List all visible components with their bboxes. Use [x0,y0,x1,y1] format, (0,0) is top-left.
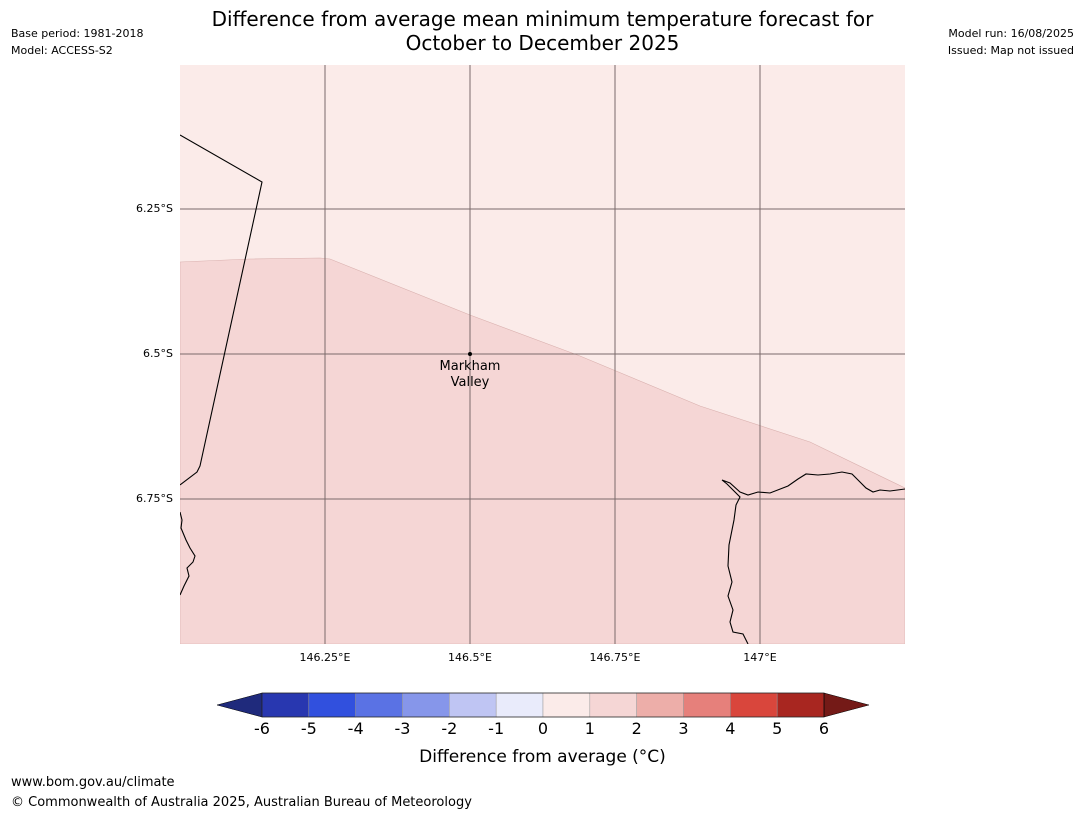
colorbar-tick-label: -4 [347,719,364,738]
colorbar-swatch [730,692,778,718]
colorbar-tick-label: 1 [584,719,595,738]
colorbar-outline [261,692,825,718]
colorbar-tick-label: 2 [631,719,642,738]
colorbar-extend-high [823,692,870,718]
lon-label-146-25: 146.25°E [299,651,351,664]
colorbar-swatch [776,692,825,718]
meta-right: Model run: 16/08/2025 Issued: Map not is… [948,25,1074,59]
title-line-1: Difference from average mean minimum tem… [211,7,874,31]
lon-label-146-75: 146.75°E [589,651,641,664]
colorbar-swatch [402,692,450,718]
colorbar-swatch [449,692,497,718]
meta-left: Base period: 1981-2018 Model: ACCESS-S2 [11,25,143,59]
coastline-east [721,471,905,644]
lat-label-6-75: 6.75°S [136,492,173,505]
model-run: Model run: 16/08/2025 [948,27,1074,40]
boundaries [180,134,905,644]
title-line-2: October to December 2025 [405,31,680,55]
colorbar-swatch [261,692,310,718]
province-border [180,134,263,486]
colorbar-tick-label: 6 [818,719,830,738]
colorbar-tick-label: -3 [394,719,411,738]
lat-label-6-5: 6.5°S [143,347,173,360]
colorbar-swatch [542,692,591,718]
coastline-west [180,511,196,596]
colorbar-tick-label: 4 [725,719,736,738]
footer-copyright: © Commonwealth of Australia 2025, Austra… [11,795,472,810]
colorbar-tick-label: 5 [772,719,783,738]
colorbar-tick-label: 3 [678,719,689,738]
colorbar-label: Difference from average (°C) [419,747,666,767]
lat-label-6-25: 6.25°S [136,202,173,215]
place-name-line-1: Markham [439,359,501,374]
colorbar-tick-label: -5 [300,719,317,738]
colorbar-swatch [589,692,637,718]
colorbar-swatch [636,692,684,718]
footer-url[interactable]: www.bom.gov.au/climate [11,775,175,790]
colorbar-swatch [495,692,544,718]
place-marker [468,352,472,356]
model-name: Model: ACCESS-S2 [11,44,113,57]
colorbar-tick-label: -1 [488,719,505,738]
colorbar-swatch [308,692,356,718]
colorbar-tick-label: -2 [441,719,458,738]
lon-label-147: 147°E [743,651,777,664]
place-label: Markham Valley [420,359,520,391]
lon-label-146-5: 146.5°E [448,651,492,664]
colorbar-tick-label: -6 [254,719,270,738]
graticule [180,65,905,644]
place-name-line-2: Valley [450,375,490,390]
colorbar-swatch [355,692,403,718]
colorbar-tick-label: 0 [537,719,549,738]
issued-status: Issued: Map not issued [947,44,1074,57]
colorbar-extend-low [216,692,263,718]
colorbar [216,692,870,718]
colorbar-swatch [683,692,731,718]
base-period: Base period: 1981-2018 [11,27,144,40]
chart-title: Difference from average mean minimum tem… [0,7,1085,55]
